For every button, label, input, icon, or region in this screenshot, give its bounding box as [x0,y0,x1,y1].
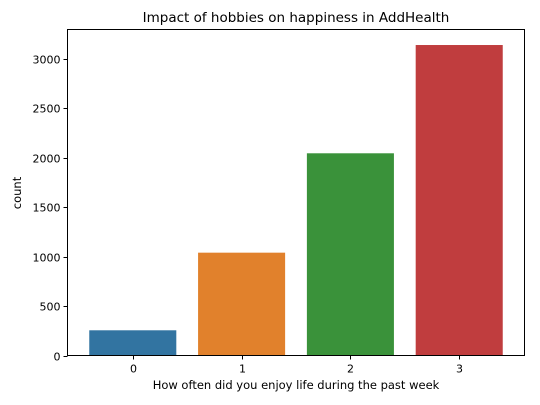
y-tick-label: 2000 [33,153,61,166]
y-tick-label: 2500 [33,103,61,116]
bars-group [89,45,503,356]
y-tick-label: 3000 [33,54,61,67]
y-axis-ticks: 0 500 1000 1500 2000 2500 3000 [33,54,68,364]
y-tick-label: 0 [54,351,61,364]
bar-0 [89,330,177,356]
x-tick-label: 3 [456,363,463,376]
bar-3 [415,45,503,356]
y-axis-label: count [10,176,24,209]
y-tick-label: 500 [40,301,61,314]
y-tick-label: 1000 [33,252,61,265]
chart-title: Impact of hobbies on happiness in AddHea… [143,10,450,26]
y-tick-label: 1500 [33,202,61,215]
x-tick-label: 0 [130,363,137,376]
x-axis-ticks: 0 1 2 3 [130,355,463,376]
plot-frame [67,29,525,356]
bar-2 [306,153,394,356]
x-tick-label: 2 [347,363,354,376]
x-axis-label: How often did you enjoy life during the … [153,378,440,392]
x-tick-label: 1 [239,363,246,376]
bar-1 [198,252,286,356]
